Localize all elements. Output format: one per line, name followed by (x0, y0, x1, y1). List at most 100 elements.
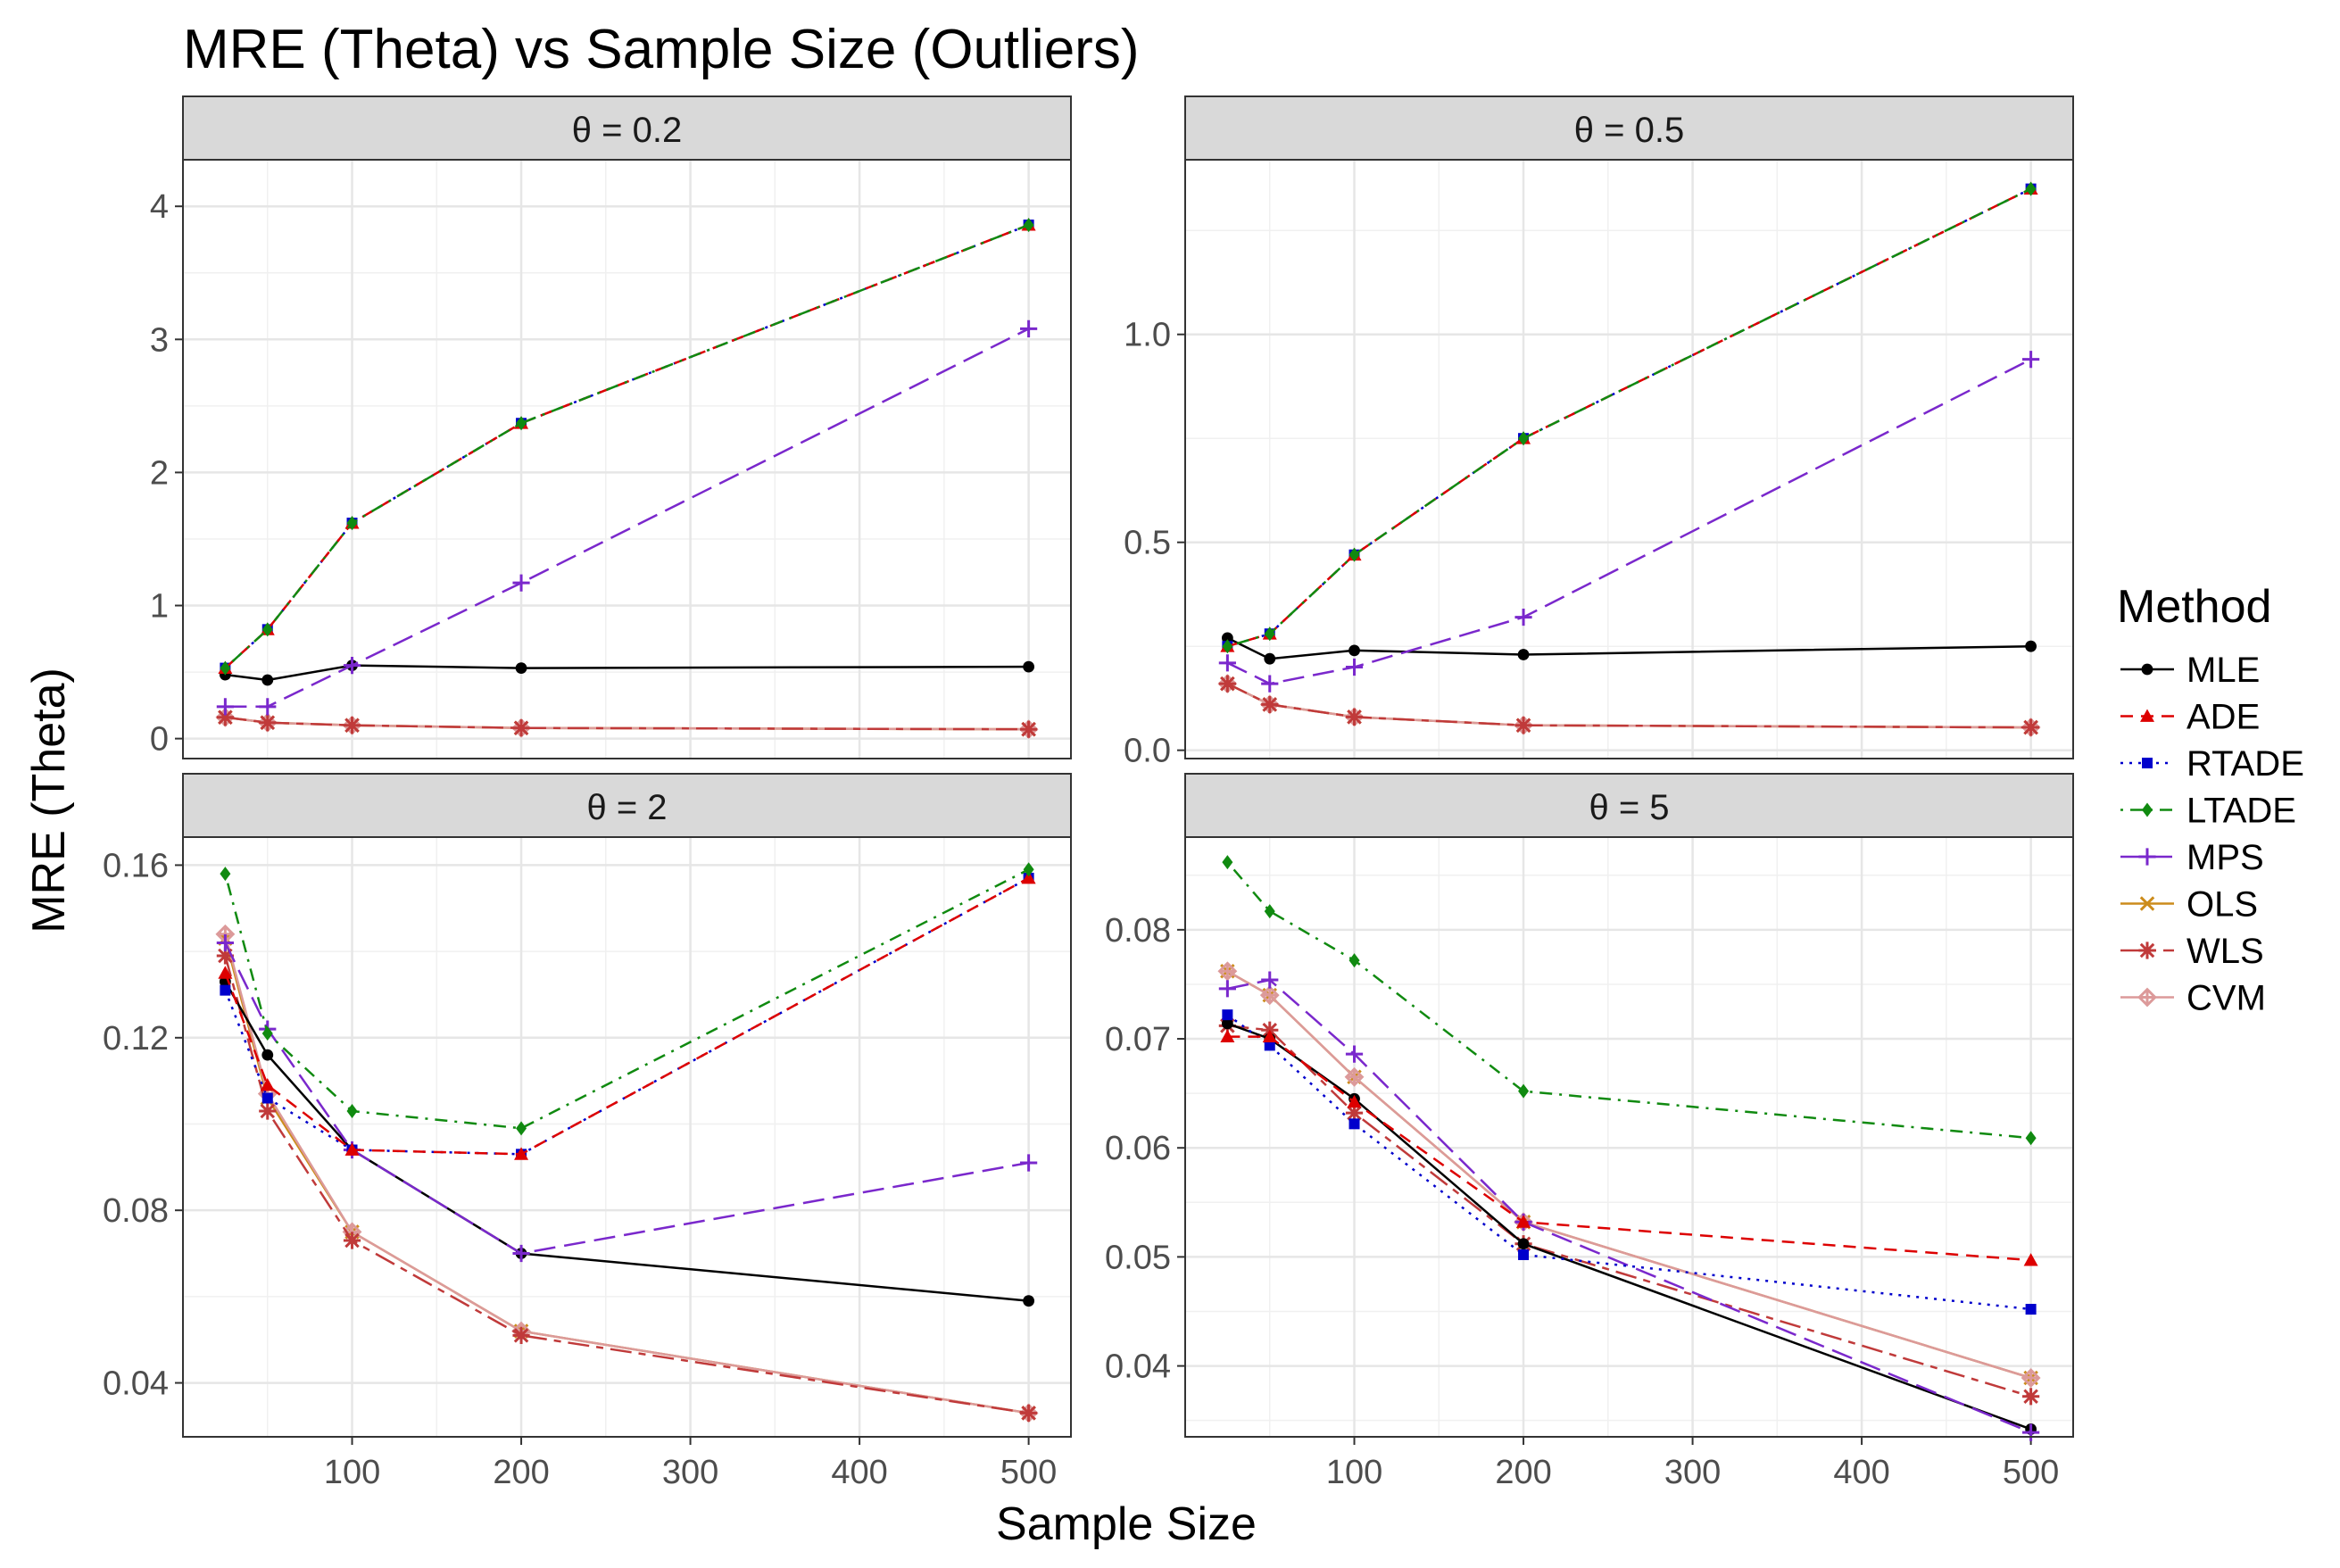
series-ade (1220, 1029, 2038, 1266)
data-point (1020, 1154, 1038, 1172)
data-point (218, 966, 233, 979)
series-ltade (220, 218, 1034, 676)
series-mps (216, 319, 1038, 716)
data-point (216, 709, 234, 726)
legend-key-marker (2139, 896, 2155, 911)
data-point (1262, 1029, 1277, 1042)
series-ade (218, 870, 1036, 1160)
y-tick-label: 0.0 (1124, 733, 1171, 770)
data-point (1517, 1238, 1530, 1250)
data-point (1222, 639, 1233, 654)
series-line (225, 328, 1030, 709)
series-cvm (215, 707, 1039, 740)
series-line (1226, 682, 2031, 729)
data-point (220, 867, 231, 882)
legend-item-ade: ADE (2120, 698, 2260, 737)
data-point (343, 717, 361, 734)
legend-item-mps: MPS (2120, 838, 2264, 877)
data-point (261, 674, 274, 686)
series-ols (218, 931, 1036, 1421)
series-line (1226, 358, 2032, 685)
data-point (2022, 351, 2040, 369)
series-line (224, 942, 1029, 1255)
data-point (1020, 720, 1038, 738)
y-tick-label: 0.04 (1105, 1348, 1171, 1386)
series-cvm (215, 924, 1039, 1423)
series-line (1226, 970, 2031, 1380)
data-point (1218, 675, 1236, 693)
panel-border (1184, 836, 2074, 1438)
series-line (1227, 187, 2032, 648)
series-ltade (1222, 181, 2037, 654)
data-point (512, 1326, 530, 1344)
y-tick-label: 3 (150, 321, 169, 359)
series-ade (1220, 181, 2038, 652)
x-tick-label: 200 (493, 1454, 549, 1491)
series-line (224, 876, 1030, 1156)
x-tick-label: 300 (662, 1454, 718, 1491)
data-point (220, 660, 231, 676)
data-point (1348, 547, 1360, 562)
data-point (512, 1244, 530, 1263)
series-wls (1218, 675, 2040, 736)
y-tick-label: 2 (150, 454, 169, 492)
data-point (1348, 644, 1360, 657)
series-wls (1218, 1016, 2040, 1406)
series-mps (1218, 351, 2040, 693)
legend-label: MPS (2186, 838, 2264, 877)
legend-item-ols: OLS (2120, 885, 2258, 925)
x-tick-label: 400 (831, 1454, 887, 1491)
x-tick-label: 500 (1000, 1454, 1057, 1491)
series-rtade (220, 872, 1034, 1160)
data-point (343, 657, 361, 675)
legend-item-wls: WLS (2120, 932, 2264, 971)
data-point (259, 1102, 277, 1120)
data-point (1020, 1404, 1038, 1423)
data-point (2022, 718, 2040, 736)
data-point (1348, 1118, 1360, 1130)
series-mle (1221, 1017, 2037, 1435)
data-point (2025, 1131, 2037, 1146)
data-point (515, 662, 527, 675)
legend-label: CVM (2186, 979, 2266, 1018)
series-line (1227, 978, 2032, 1434)
data-point (1344, 1066, 1365, 1087)
series-line (1226, 1014, 2031, 1311)
legend-key-marker (2141, 663, 2153, 676)
series-line (1226, 861, 2031, 1140)
facet-strip (1184, 95, 2074, 161)
data-point (1222, 1009, 1233, 1021)
panel-border (182, 159, 1072, 759)
x-tick-label: 500 (2003, 1454, 2059, 1491)
panel: θ = 0.5 0.0 0.5 1.0 (1124, 95, 2074, 770)
facet-strip (182, 95, 1072, 161)
series-ltade (1222, 855, 2037, 1146)
data-point (1021, 870, 1036, 884)
x-tick-label: 400 (1833, 1454, 1889, 1491)
data-point (1259, 985, 1280, 1006)
legend-key-marker (2138, 848, 2156, 866)
facet-label: θ = 0.2 (572, 111, 682, 150)
data-point (2025, 181, 2037, 196)
legend-item-cvm: CVM (2120, 979, 2266, 1018)
data-point (346, 516, 358, 531)
data-point (512, 574, 530, 592)
x-tick-label: 200 (1495, 1454, 1551, 1491)
data-point (1221, 632, 1233, 644)
data-point (1261, 675, 1279, 693)
series-wls (216, 709, 1038, 738)
data-point (216, 933, 234, 952)
legend-label: RTADE (2186, 744, 2304, 784)
data-point (1347, 1094, 1362, 1108)
y-tick-label: 0.07 (1105, 1021, 1171, 1058)
y-tick-label: 1.0 (1124, 317, 1171, 354)
data-point (346, 1103, 358, 1118)
x-tick-label: 100 (1326, 1454, 1382, 1491)
data-point (512, 719, 530, 737)
x-tick-label: 300 (1664, 1454, 1721, 1491)
series-line (1226, 1022, 2032, 1431)
data-point (1516, 1215, 1531, 1228)
legend-label: ADE (2186, 698, 2260, 737)
data-point (261, 1092, 273, 1104)
panel: θ = 5 0.04 0.05 0.06 0.07 0.08 100 200 300 400 500 (1105, 773, 2074, 1491)
